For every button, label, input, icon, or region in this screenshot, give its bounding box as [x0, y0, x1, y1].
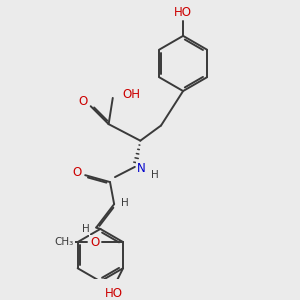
Text: HO: HO [104, 286, 122, 300]
Text: H: H [151, 169, 159, 180]
Text: OH: OH [122, 88, 140, 101]
Text: O: O [90, 236, 99, 248]
Text: HO: HO [174, 6, 192, 19]
Text: O: O [78, 95, 88, 108]
Text: N: N [136, 162, 145, 175]
Text: H: H [82, 224, 90, 234]
Text: CH₃: CH₃ [55, 237, 74, 247]
Text: O: O [73, 166, 82, 179]
Text: H: H [121, 198, 128, 208]
